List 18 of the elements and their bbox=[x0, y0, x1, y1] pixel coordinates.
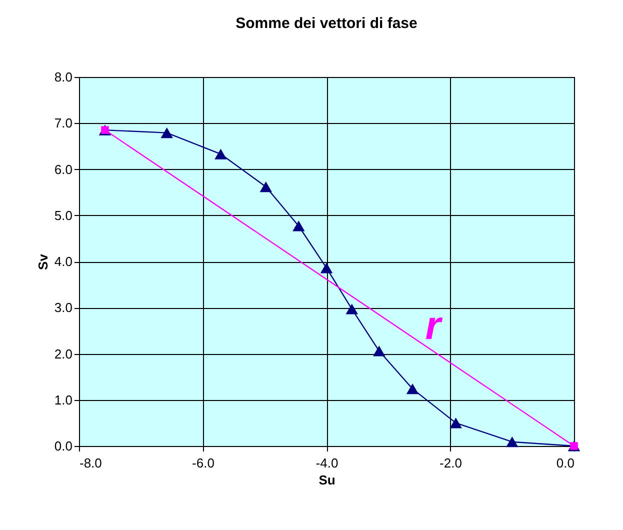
y-tick-label: 1.0 bbox=[54, 392, 72, 408]
y-tick-label: 3.0 bbox=[54, 300, 72, 316]
x-tick-label: 0.0 bbox=[556, 456, 574, 470]
chart-title: Somme dei vettori di fase bbox=[236, 15, 418, 32]
y-tick-label: 0.0 bbox=[54, 438, 72, 454]
y-tick-label: 8.0 bbox=[54, 70, 72, 84]
x-axis-title: Su bbox=[318, 472, 336, 488]
x-tick-label: -6.0 bbox=[192, 456, 214, 470]
y-tick-label: 5.0 bbox=[54, 208, 72, 223]
annotation: r bbox=[425, 304, 444, 348]
y-tick-label: 2.0 bbox=[54, 346, 72, 362]
x-tick-label: -8.0 bbox=[80, 456, 102, 470]
y-tick-label: 6.0 bbox=[54, 162, 72, 177]
y-tick-label: 4.0 bbox=[54, 254, 72, 269]
x-tick-label: -4.0 bbox=[316, 456, 338, 470]
y-axis-title: Sv bbox=[35, 253, 50, 270]
x-tick-label: -2.0 bbox=[440, 456, 462, 470]
y-tick-label: 7.0 bbox=[54, 116, 72, 131]
